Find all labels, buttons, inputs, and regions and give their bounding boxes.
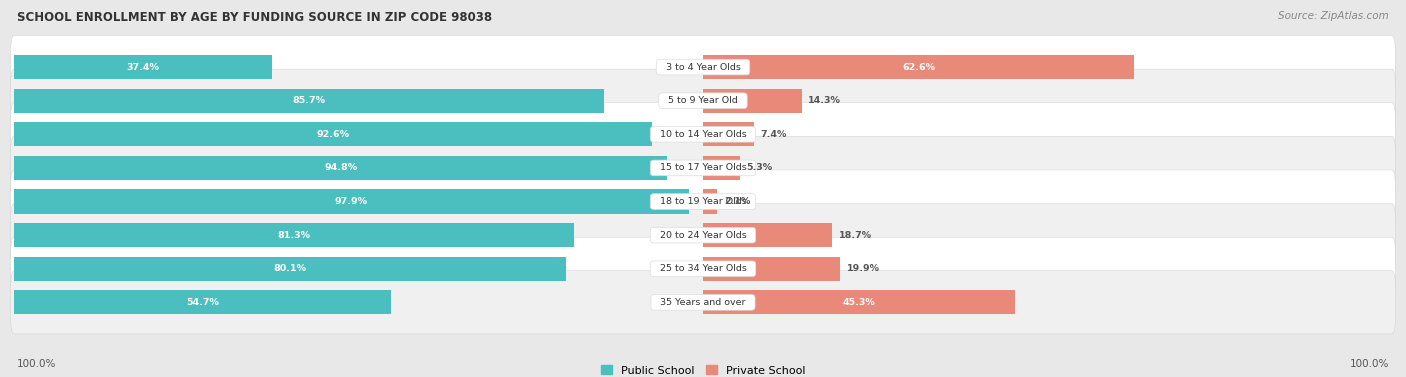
Bar [14,223,574,247]
Text: 100.0%: 100.0% [1350,359,1389,369]
FancyBboxPatch shape [11,237,1395,300]
Bar [703,257,841,281]
Bar [14,122,652,146]
Text: 85.7%: 85.7% [292,96,326,105]
Text: 18.7%: 18.7% [839,231,872,240]
Text: 94.8%: 94.8% [323,163,357,172]
Bar [14,89,605,113]
Text: 10 to 14 Year Olds: 10 to 14 Year Olds [654,130,752,139]
Bar [703,189,717,214]
Text: 14.3%: 14.3% [808,96,841,105]
FancyBboxPatch shape [11,35,1395,99]
Text: 19.9%: 19.9% [846,264,880,273]
Bar [14,257,565,281]
FancyBboxPatch shape [11,271,1395,334]
Text: Source: ZipAtlas.com: Source: ZipAtlas.com [1278,11,1389,21]
FancyBboxPatch shape [11,204,1395,267]
Text: 100.0%: 100.0% [17,359,56,369]
FancyBboxPatch shape [11,136,1395,199]
Text: 2.1%: 2.1% [724,197,751,206]
Text: 7.4%: 7.4% [761,130,787,139]
FancyBboxPatch shape [11,103,1395,166]
Text: 15 to 17 Year Olds: 15 to 17 Year Olds [654,163,752,172]
Text: 54.7%: 54.7% [186,298,219,307]
Text: 80.1%: 80.1% [274,264,307,273]
Text: 25 to 34 Year Olds: 25 to 34 Year Olds [654,264,752,273]
Text: 81.3%: 81.3% [277,231,311,240]
Bar [14,189,689,214]
Text: 37.4%: 37.4% [127,63,159,72]
Bar [703,290,1015,314]
Text: 92.6%: 92.6% [316,130,350,139]
Bar [703,122,754,146]
Text: 35 Years and over: 35 Years and over [654,298,752,307]
Text: 20 to 24 Year Olds: 20 to 24 Year Olds [654,231,752,240]
Bar [703,156,740,180]
Bar [703,89,801,113]
Text: 5.3%: 5.3% [747,163,772,172]
Bar [703,223,832,247]
Bar [14,55,271,79]
Text: 5 to 9 Year Old: 5 to 9 Year Old [662,96,744,105]
Text: SCHOOL ENROLLMENT BY AGE BY FUNDING SOURCE IN ZIP CODE 98038: SCHOOL ENROLLMENT BY AGE BY FUNDING SOUR… [17,11,492,24]
FancyBboxPatch shape [11,69,1395,132]
Text: 97.9%: 97.9% [335,197,368,206]
Bar [14,156,668,180]
Text: 18 to 19 Year Olds: 18 to 19 Year Olds [654,197,752,206]
Text: 45.3%: 45.3% [842,298,876,307]
Text: 3 to 4 Year Olds: 3 to 4 Year Olds [659,63,747,72]
Bar [703,55,1135,79]
FancyBboxPatch shape [11,170,1395,233]
Legend: Public School, Private School: Public School, Private School [596,361,810,377]
Text: 62.6%: 62.6% [903,63,935,72]
Bar [14,290,391,314]
